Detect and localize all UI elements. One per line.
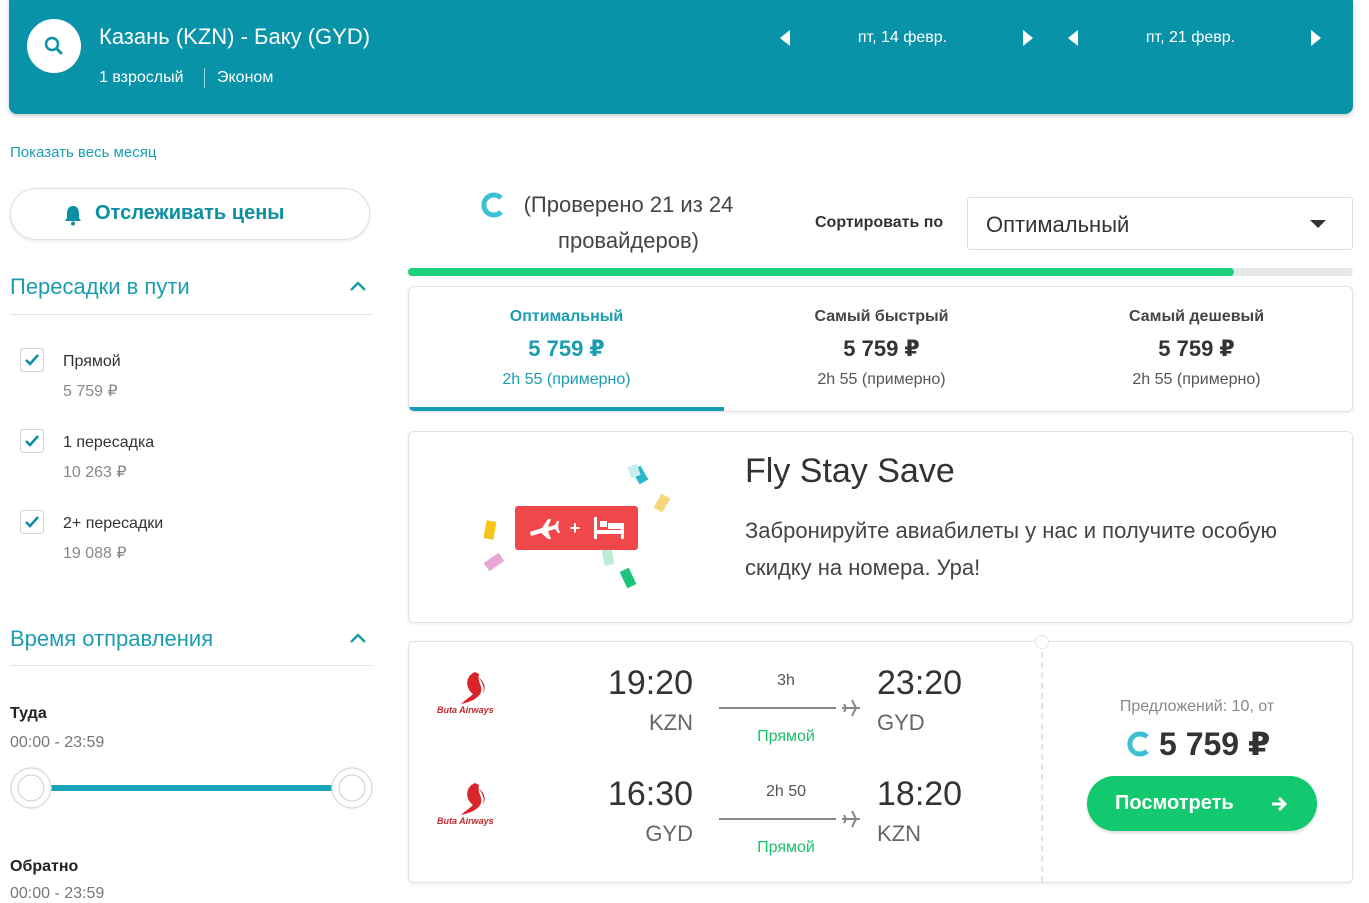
promo-illustration: +: [483, 463, 671, 589]
checkmark: [25, 516, 39, 528]
return-range: 00:00 - 23:59: [10, 885, 105, 902]
airline-name: Buta Airways: [437, 816, 494, 826]
view-button-label: Посмотреть: [1115, 792, 1234, 814]
show-month-link[interactable]: Показать весь месяц: [10, 144, 157, 161]
route-line: [719, 699, 860, 717]
active-tab-underline: [409, 407, 724, 411]
search-header: [9, 0, 1353, 114]
promo-card[interactable]: + Fly Stay Save Забронируйте авиабилеты …: [408, 431, 1353, 623]
next-date[interactable]: [1021, 28, 1035, 48]
checkbox[interactable]: [20, 348, 44, 372]
departure-title[interactable]: Время отправления: [10, 626, 214, 651]
promo-title: Fly Stay Save: [745, 452, 955, 490]
track-prices-button[interactable]: Отслеживать цены: [10, 188, 370, 240]
tab-duration: 2h 55 (примерно): [502, 371, 631, 388]
arrow-icon: [1272, 796, 1288, 812]
collapse-chevron[interactable]: [348, 631, 368, 645]
tab-price: 5 759 ₽: [528, 336, 605, 361]
checkbox[interactable]: [20, 429, 44, 453]
tab-title[interactable]: Самый быстрый: [814, 308, 949, 325]
track-prices-label: Отслеживать цены: [95, 202, 285, 224]
stop-label[interactable]: Прямой: [63, 353, 121, 370]
search-icon: [44, 36, 63, 55]
airline-name: Buta Airways: [437, 705, 494, 715]
duration: 2h 50: [765, 783, 807, 800]
svg-text:+: +: [570, 518, 581, 538]
airline-logo: Buta Airways: [435, 781, 515, 831]
prev-date[interactable]: [1066, 28, 1080, 48]
departure-time: 19:20: [607, 664, 693, 702]
price: 5 759 ₽: [1159, 726, 1271, 762]
arrival-time: 23:20: [877, 664, 963, 702]
next-date[interactable]: [1309, 28, 1323, 48]
promo-text: Забронируйте авиабилеты у нас и получите…: [745, 518, 1277, 580]
outbound-label: Туда: [10, 705, 47, 722]
prev-date[interactable]: [778, 28, 792, 48]
progress-text: (Проверено 21 из 24 провайдеров): [523, 192, 734, 253]
departure-date[interactable]: пт, 14 февр.: [857, 29, 948, 46]
airline-logo: Buta Airways: [435, 670, 515, 720]
tab-duration: 2h 55 (примерно): [1132, 371, 1261, 388]
return-label: Обратно: [10, 858, 79, 875]
tab-duration: 2h 55 (примерно): [817, 371, 946, 388]
time-slider[interactable]: [8, 764, 378, 812]
flight-card[interactable]: Buta Airways 19:20 KZN 3h Прямой 23:20 GYD Buta…: [408, 635, 1353, 883]
checkbox[interactable]: [20, 510, 44, 534]
duration: 3h: [777, 672, 795, 689]
stop-label[interactable]: 1 пересадка: [63, 434, 155, 451]
stops: Прямой: [757, 839, 815, 856]
checkmark: [25, 354, 39, 366]
ticket-notch: [1035, 635, 1049, 649]
collapse-chevron[interactable]: [348, 279, 368, 293]
airline-emblem: [461, 783, 485, 815]
departure-code: KZN: [649, 710, 693, 735]
stops-title[interactable]: Пересадки в пути: [10, 274, 190, 299]
passengers[interactable]: 1 взрослый: [99, 69, 184, 86]
stop-label[interactable]: 2+ пересадки: [63, 515, 164, 532]
checkmark: [25, 435, 39, 447]
bell-icon: [65, 206, 81, 226]
departure-code: GYD: [645, 821, 693, 846]
outbound-range: 00:00 - 23:59: [10, 734, 105, 751]
arrival-code: GYD: [877, 710, 925, 735]
stop-price: 10 263 ₽: [63, 464, 127, 481]
sort-tabs: Оптимальный 5 759 ₽ 2h 55 (примерно) Самый …: [408, 286, 1353, 412]
tab-price: 5 759 ₽: [1158, 336, 1235, 361]
stop-price: 19 088 ₽: [63, 545, 127, 562]
tab-title[interactable]: Самый дешевый: [1128, 308, 1265, 325]
progress-fill: [408, 268, 1234, 276]
loading-spinner: [1127, 731, 1149, 757]
departure-time: 16:30: [607, 775, 693, 813]
search-icon-button[interactable]: [27, 19, 81, 73]
route-line: [719, 810, 860, 828]
tab-price: 5 759 ₽: [843, 336, 920, 361]
arrival-time: 18:20: [877, 775, 963, 813]
dropdown-caret: [1310, 220, 1326, 228]
offers-count: Предложений: 10, от: [1119, 698, 1275, 715]
airline-emblem: [461, 672, 485, 704]
sort-label: Сортировать по: [815, 214, 944, 231]
separator: [204, 68, 205, 88]
sort-dropdown[interactable]: Оптимальный: [967, 197, 1353, 250]
ticket-divider: [1041, 642, 1043, 882]
tab-title[interactable]: Оптимальный: [509, 308, 624, 325]
cabin[interactable]: Эконом: [217, 69, 274, 86]
stop-price: 5 759 ₽: [63, 383, 118, 400]
route[interactable]: Казань (KZN) - Баку (GYD): [99, 24, 371, 49]
divider: [10, 314, 372, 315]
arrival-code: KZN: [877, 821, 921, 846]
sort-value: Оптимальный: [986, 212, 1130, 237]
loading-spinner: [481, 192, 503, 218]
stops: Прямой: [757, 728, 815, 745]
return-date[interactable]: пт, 21 февр.: [1145, 29, 1236, 46]
view-button[interactable]: Посмотреть: [1087, 776, 1317, 831]
divider: [10, 665, 372, 666]
